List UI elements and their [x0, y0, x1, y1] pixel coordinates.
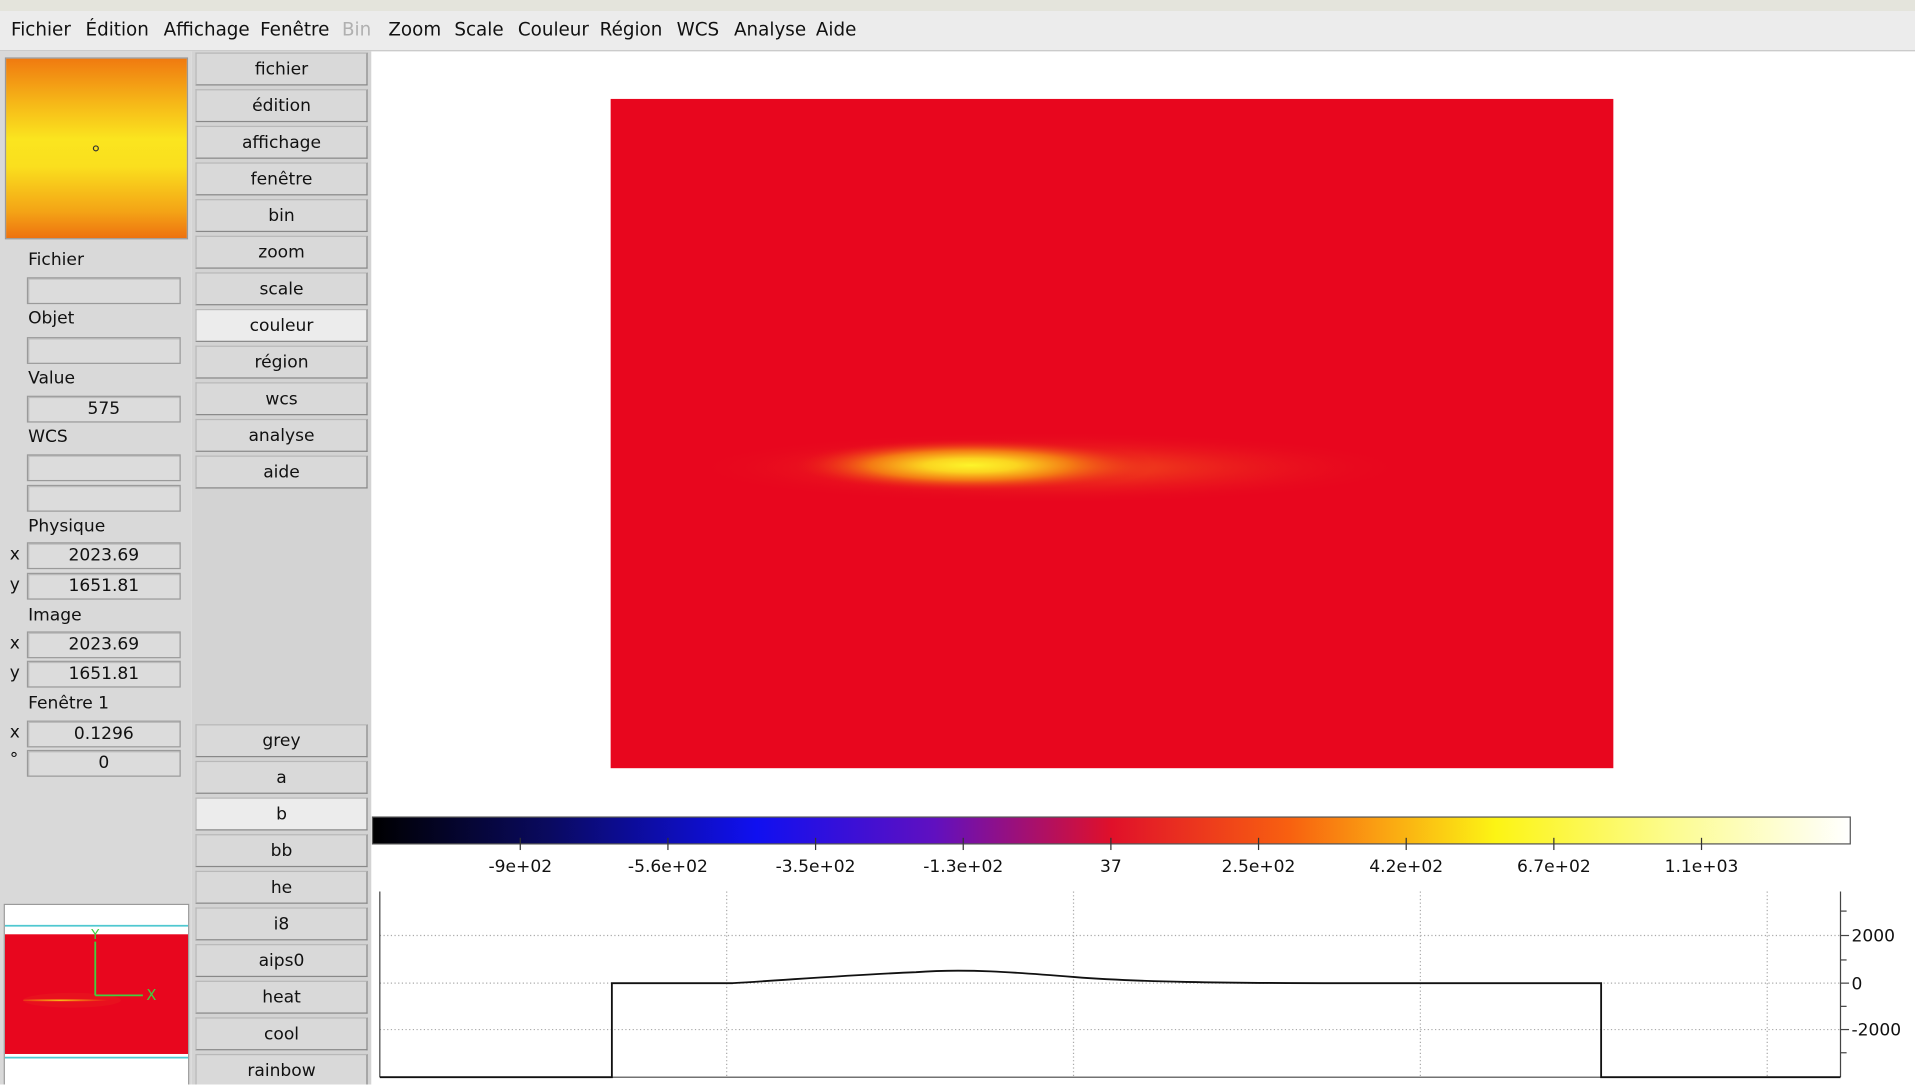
axis-letter: y	[9, 575, 20, 595]
file-label: Fichier	[28, 250, 84, 270]
button[interactable]: wcs	[195, 382, 368, 416]
menu-item[interactable]: Analyse	[734, 18, 807, 41]
colormap-button[interactable]: he	[195, 870, 368, 904]
physical-label: Physique	[28, 516, 106, 537]
colorbar-label: 4.2e+02	[1369, 857, 1444, 877]
menu-item: Bin	[341, 18, 372, 41]
axis-letter: °	[9, 749, 19, 770]
menu-item[interactable]: Région	[599, 18, 663, 41]
colorbar-label: -9e+02	[488, 857, 553, 877]
graph-grid	[379, 891, 1841, 1078]
colormap-button[interactable]: a	[195, 760, 368, 794]
physical-y: 1651.81	[26, 572, 181, 600]
graph-tick-labels: 2000 0 -2000	[1851, 927, 1901, 1041]
menu-item[interactable]: Fenêtre	[260, 18, 330, 41]
menu-item[interactable]: Aide	[815, 18, 857, 41]
button[interactable]: zoom	[195, 235, 368, 269]
colorbar-label: 37	[1100, 857, 1122, 877]
file-field	[26, 277, 181, 305]
axis-letter: x	[9, 723, 20, 743]
wcs-label: WCS	[28, 427, 68, 447]
menu-item[interactable]: Affichage	[163, 18, 250, 41]
colormap-button[interactable]: b	[195, 797, 368, 831]
object-field	[26, 337, 181, 364]
colormap-button[interactable]: grey	[195, 724, 368, 758]
value-field: 575	[26, 395, 181, 423]
colorbar-label: -3.5e+02	[775, 857, 856, 877]
menu-item[interactable]: Zoom	[388, 18, 442, 41]
wcs-field	[26, 484, 181, 512]
button[interactable]: région	[195, 345, 368, 379]
frame-label: Fenêtre 1	[28, 693, 110, 714]
colormap-button[interactable]: rainbow	[195, 1053, 368, 1085]
wcs-field	[26, 454, 181, 482]
panner-marker	[92, 145, 99, 152]
colorbar-ticks	[519, 837, 1703, 851]
axis-letter: x	[9, 544, 20, 565]
source-core	[787, 438, 1155, 493]
panner-thumbnail	[4, 57, 189, 240]
menu-bar	[0, 10, 1915, 52]
magnifier: Y X	[3, 903, 190, 1085]
axis-letter: y	[9, 663, 20, 683]
button[interactable]: analyse	[195, 418, 368, 452]
image-x: 2023.69	[26, 631, 181, 659]
colorbar-label: -1.3e+02	[923, 857, 1004, 877]
button[interactable]: bin	[195, 199, 368, 233]
image-label: Image	[28, 605, 82, 626]
frame-angle: 0	[26, 749, 181, 777]
frame-zoom: 0.1296	[26, 720, 181, 748]
compass-x-label: X	[146, 987, 156, 1004]
menu-item[interactable]: Couleur	[517, 18, 589, 41]
colormap-button[interactable]: cool	[195, 1017, 368, 1051]
title-strip	[0, 0, 1915, 11]
colormap-button[interactable]: i8	[195, 907, 368, 941]
button[interactable]: scale	[195, 272, 368, 306]
menu-item[interactable]: WCS	[676, 18, 720, 41]
colormap-button[interactable]: aips0	[195, 944, 368, 978]
menu-item[interactable]: Scale	[454, 18, 504, 41]
physical-x: 2023.69	[26, 542, 181, 570]
menu-item[interactable]: Fichier	[10, 18, 71, 41]
axis-letter: x	[9, 633, 20, 654]
colormap-button[interactable]: bb	[195, 834, 368, 868]
button[interactable]: couleur	[195, 308, 368, 342]
button[interactable]: affichage	[195, 125, 368, 159]
colorbar-label: 1.1e+03	[1664, 857, 1739, 877]
graph-ticks	[1840, 910, 1850, 1054]
object-label: Objet	[28, 308, 75, 329]
colorbar-label: 2.5e+02	[1221, 857, 1296, 877]
button[interactable]: fichier	[195, 52, 368, 86]
colorbar-label: -5.6e+02	[627, 857, 708, 877]
image-y: 1651.81	[26, 660, 181, 688]
colorbar-label: 6.7e+02	[1516, 857, 1591, 877]
graph-tick-label: -2000	[1851, 1021, 1901, 1041]
profile-line	[379, 969, 1841, 1079]
graph-tick-label: 2000	[1851, 927, 1894, 947]
magnifier-view: Y X	[4, 924, 189, 1059]
graph-tick-label: 0	[1851, 974, 1862, 994]
menu-item[interactable]: Édition	[85, 18, 149, 41]
button[interactable]: édition	[195, 89, 368, 123]
value-label: Value	[28, 368, 76, 389]
compass-y-label: Y	[90, 928, 100, 943]
button[interactable]: aide	[195, 455, 368, 489]
magnifier-source	[23, 992, 121, 1008]
button[interactable]: fenêtre	[195, 162, 368, 196]
colormap-button[interactable]: heat	[195, 980, 368, 1014]
